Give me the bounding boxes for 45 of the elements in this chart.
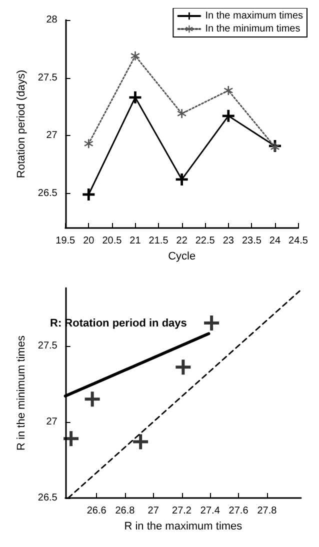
x-tick-label: 26.6 <box>86 506 107 516</box>
x-tick-label: 23 <box>222 236 234 246</box>
x-tick-label: 21.5 <box>148 236 169 246</box>
x-tick-label: 27.6 <box>228 506 249 516</box>
y-tick-label: 27.5 <box>38 72 58 84</box>
x-tick-label: 22.5 <box>195 236 216 246</box>
x-tick-label: 27.2 <box>172 506 192 516</box>
x-tick-label: 27.4 <box>200 506 220 516</box>
point <box>64 431 79 446</box>
x-tick-label: 27 <box>148 506 160 516</box>
y-tick-label: 28 <box>46 14 58 26</box>
x-tick-label: 24.5 <box>288 236 308 246</box>
point <box>129 91 142 104</box>
y-axis-title: R in the minimum times <box>16 335 28 450</box>
legend-label: In the maximum times <box>205 10 304 22</box>
point <box>82 188 95 200</box>
y-tick-label: 27 <box>46 130 58 142</box>
x-tick-label: 23.5 <box>242 236 262 246</box>
x-tick-label: 19.5 <box>56 236 76 246</box>
y-tick-label: 26.5 <box>38 188 58 199</box>
point <box>176 360 191 375</box>
legend-label: In the minimum times <box>205 24 300 34</box>
y-axis-title: Rotation period (days) <box>16 70 28 178</box>
point <box>84 139 94 148</box>
point <box>130 51 140 60</box>
x-axis-title: Cycle <box>168 250 196 262</box>
x-tick-label: 26.8 <box>115 506 136 516</box>
y-tick-label: 27 <box>46 416 58 428</box>
point <box>84 392 100 407</box>
point <box>222 110 234 122</box>
x-tick-label: 20.5 <box>102 236 122 246</box>
x-tick-label: 22 <box>176 236 188 246</box>
x-tick-label: 21 <box>130 236 142 246</box>
y-tick-label: 27.5 <box>38 340 58 352</box>
point <box>224 86 233 95</box>
x-tick-label: 20 <box>83 236 95 246</box>
x-tick-label: 27.8 <box>257 506 278 516</box>
point <box>176 173 188 186</box>
x-axis-title: R in the maximum times <box>124 520 243 532</box>
point <box>204 316 220 330</box>
point <box>133 434 148 450</box>
point <box>177 109 186 118</box>
point <box>270 142 280 152</box>
x-tick-label: 24 <box>269 236 281 246</box>
y-tick-label: 26.5 <box>38 492 58 504</box>
